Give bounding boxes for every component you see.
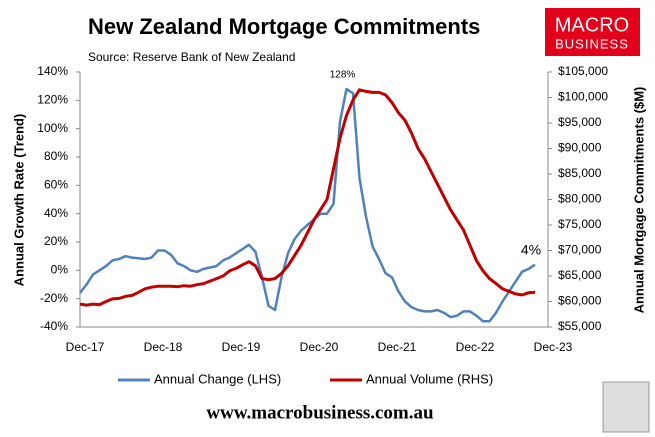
y-tick-label: 100% [37, 121, 68, 135]
y-tick-label: 40% [44, 206, 68, 220]
y-tick-label: -40% [40, 319, 68, 333]
y2-tick-label: $105,000 [558, 64, 608, 78]
logo-image [602, 381, 650, 433]
logo-box [545, 8, 640, 56]
series-line [79, 87, 536, 323]
y-tick-label: -20% [40, 291, 68, 305]
y-tick-label: 20% [44, 234, 68, 248]
x-tick-label: Dec-17 [66, 340, 105, 354]
y2-tick-label: $85,000 [558, 166, 602, 180]
y2-tick-label: $90,000 [558, 141, 602, 155]
chart-subtitle: Source: Reserve Bank of New Zealand [88, 50, 295, 64]
chart-title: New Zealand Mortgage Commitments [88, 14, 480, 39]
x-tick-label: Dec-21 [378, 340, 417, 354]
data-label: 4% [521, 241, 541, 257]
y-tick-label: 120% [37, 93, 68, 107]
logo-text: MACRO [555, 14, 629, 36]
x-tick-label: Dec-23 [534, 340, 573, 354]
y-tick-label: 0% [51, 263, 69, 277]
series-line [79, 88, 536, 307]
data-label: 128% [330, 70, 356, 81]
y2-axis-label: Annual Mortgage Commitments ($M) [631, 87, 646, 314]
y-tick-label: 80% [44, 149, 68, 163]
y2-tick-label: $75,000 [558, 217, 602, 231]
x-tick-label: Dec-22 [456, 340, 495, 354]
y2-tick-label: $65,000 [558, 268, 602, 282]
y2-tick-label: $55,000 [558, 319, 602, 333]
y-tick-label: 140% [37, 64, 68, 78]
y2-tick-label: $70,000 [558, 243, 602, 257]
x-tick-label: Dec-20 [300, 340, 339, 354]
y2-tick-label: $60,000 [558, 294, 602, 308]
logo-text: BUSINESS [555, 36, 629, 51]
legend-label: Annual Change (LHS) [154, 371, 281, 386]
y2-tick-label: $95,000 [558, 115, 602, 129]
y-axis-label: Annual Growth Rate (Trend) [11, 114, 26, 287]
legend-label: Annual Volume (RHS) [366, 371, 493, 386]
y2-tick-label: $100,000 [558, 90, 608, 104]
x-tick-label: Dec-19 [222, 340, 261, 354]
x-tick-label: Dec-18 [144, 340, 183, 354]
y-tick-label: 60% [44, 178, 68, 192]
y2-tick-label: $80,000 [558, 192, 602, 206]
website-url: www.macrobusiness.com.au [206, 402, 434, 423]
